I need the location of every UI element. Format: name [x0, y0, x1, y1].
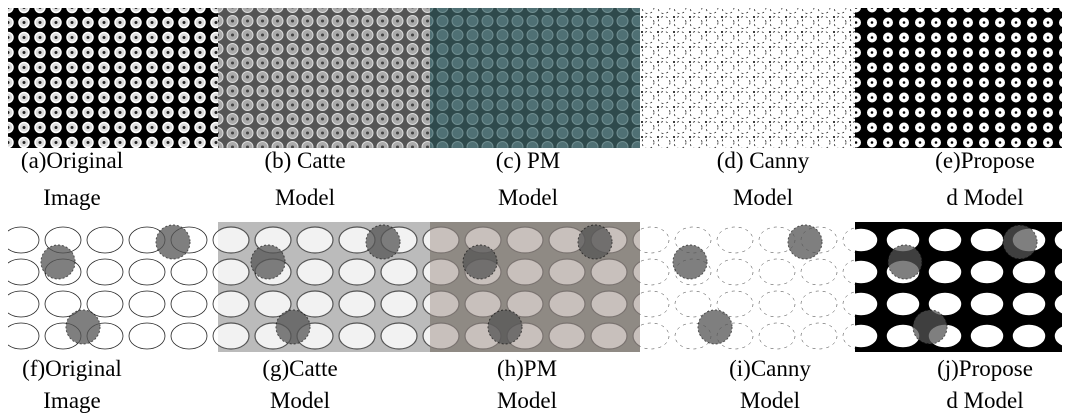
panel-caption: d Model: [946, 388, 1023, 413]
panel-caption: Image: [43, 185, 100, 210]
panel-caption: (e)Propose: [935, 148, 1035, 173]
panel-image: [8, 8, 218, 148]
panel-caption: Model: [275, 185, 335, 210]
figure: (a)Original Image (b) Catte Model (c) PM Mode…: [0, 0, 1070, 414]
panel-image: [640, 222, 855, 352]
tissue-cluster: [66, 310, 100, 344]
tissue-cluster: [156, 225, 190, 259]
tissue-cluster: [578, 225, 612, 259]
panel-caption: Model: [740, 388, 800, 413]
tissue-cluster: [888, 245, 922, 279]
tissue-cluster: [488, 310, 522, 344]
tissue-cluster: [788, 225, 822, 259]
panel-image: [640, 8, 855, 148]
panel-caption: Model: [270, 388, 330, 413]
tissue-cluster: [913, 310, 947, 344]
panel-caption: (j)Propose: [937, 356, 1033, 381]
panel-caption: Image: [43, 388, 100, 413]
panel-caption: (i)Canny: [729, 356, 811, 381]
panel-caption: (a)Original: [21, 148, 123, 173]
tissue-cluster: [366, 225, 400, 259]
tissue-cluster: [698, 310, 732, 344]
tissue-cluster: [673, 245, 707, 279]
panel-caption: (g)Catte: [262, 356, 337, 381]
panel-caption: (h)PM: [497, 356, 557, 381]
panel-image: [218, 8, 430, 148]
panel-caption: (d) Canny: [717, 148, 810, 173]
panel-image: [855, 8, 1062, 148]
tissue-cluster: [251, 245, 285, 279]
panel-caption: d Model: [946, 185, 1023, 210]
panel-caption: (f)Original: [22, 356, 122, 381]
panel-image: [430, 8, 640, 148]
panel-caption: (b) Catte: [264, 148, 345, 173]
tissue-cluster: [41, 245, 75, 279]
panel-caption: (c) PM: [496, 148, 561, 173]
tissue-cluster: [463, 245, 497, 279]
panel-caption: Model: [498, 185, 558, 210]
panel-caption: Model: [497, 388, 557, 413]
panel-caption: Model: [733, 185, 793, 210]
tissue-cluster: [276, 310, 310, 344]
tissue-cluster: [1003, 225, 1037, 259]
